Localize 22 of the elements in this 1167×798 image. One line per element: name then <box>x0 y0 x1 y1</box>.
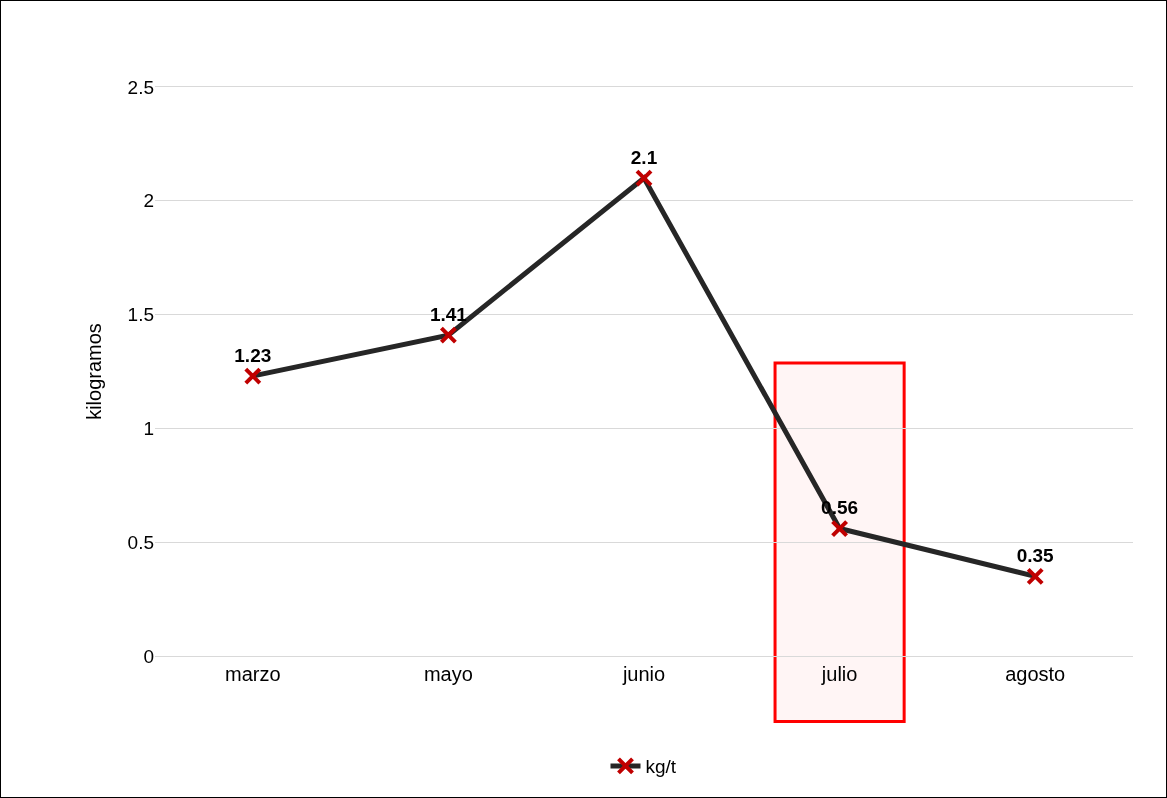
x-tick-label: julio <box>820 663 858 686</box>
x-tick-label: agosto <box>1005 663 1066 686</box>
y-tick-label: 1.5 <box>127 304 154 326</box>
y-axis-title: kilogramos <box>83 323 106 420</box>
x-tick-label: marzo <box>225 663 281 686</box>
y-tick-label: 2 <box>143 190 154 212</box>
data-label: 2.1 <box>630 146 658 168</box>
y-tick-label: 1 <box>143 418 154 440</box>
x-tick-label: junio <box>621 663 666 686</box>
data-label: 1.41 <box>429 303 468 325</box>
point <box>830 519 849 538</box>
x-tick-label: mayo <box>423 663 473 686</box>
y-tick-label: 0 <box>143 645 154 667</box>
point <box>243 367 262 386</box>
point <box>635 169 653 188</box>
point <box>1026 567 1045 586</box>
data-label: 1.23 <box>234 344 272 366</box>
y-tick-label: 0.5 <box>127 531 154 553</box>
y-tick-label: 2.5 <box>127 76 154 98</box>
point <box>439 326 458 345</box>
legend-label: kg/t <box>645 756 677 778</box>
data-label: 0.35 <box>1016 544 1055 566</box>
